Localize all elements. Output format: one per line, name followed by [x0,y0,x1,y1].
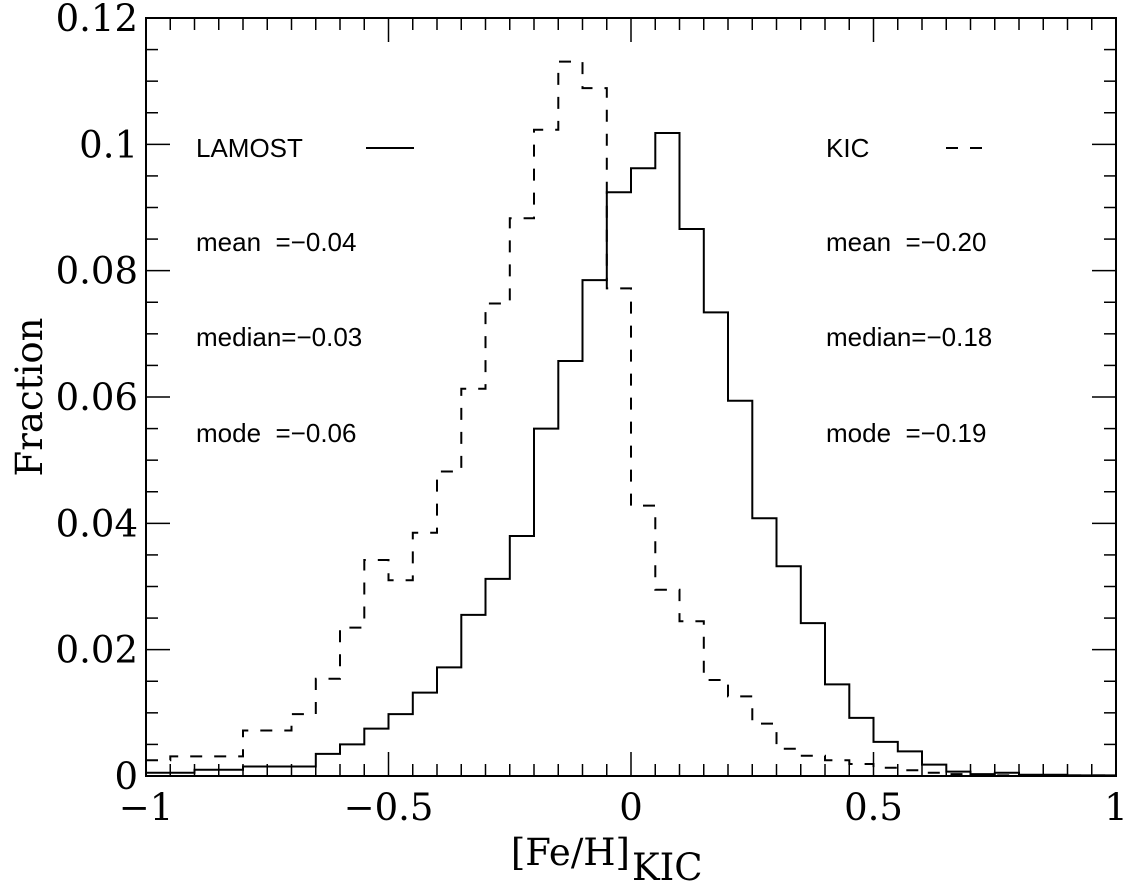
y-tick-label: 0.12 [56,0,138,40]
x-axis-title: [Fe/H] [511,831,630,874]
lamost-median-text: median=−0.03 [196,322,362,352]
y-tick-label: 0.08 [56,250,138,293]
x-tick-label: −0.5 [344,786,434,829]
y-tick-label: 0 [114,755,138,798]
series-line-lamost [146,132,1116,777]
lamost-mean-text: mean =−0.04 [196,227,356,257]
y-tick-labels: 0 0.02 0.04 0.06 0.08 0.1 0.12 [56,0,138,798]
y-tick-label: 0.04 [56,502,138,545]
legend-kic: KIC mean =−0.20 median=−0.18 mode =−0.19 [826,133,994,448]
kic-median-text: median=−0.18 [826,322,992,352]
y-tick-label: 0.02 [56,629,138,672]
x-tick-label: 1 [1104,786,1126,829]
lamost-mode-text: mode =−0.06 [196,418,356,448]
kic-mean-text: mean =−0.20 [826,227,986,257]
y-axis-title: Fraction [8,318,51,477]
axis-ticks [145,17,1117,777]
y-tick-label: 0.06 [56,376,138,419]
x-axis-title-subscript: KIC [632,846,703,888]
y-tick-label: 0.1 [79,123,138,166]
x-tick-label: 0 [619,786,643,829]
legend-lamost-label: LAMOST [196,133,303,163]
x-tick-label: 0.5 [844,786,903,829]
legend-kic-label: KIC [826,133,869,163]
legend-lamost: LAMOST mean =−0.04 median=−0.03 mode =−0… [196,133,414,448]
series-layer [146,60,1116,777]
series-line-kic [146,60,1116,777]
kic-mode-text: mode =−0.19 [826,418,986,448]
plot-frame [145,17,1117,777]
x-tick-labels: −1 −0.5 0 0.5 1 [119,786,1126,829]
x-tick-label: −1 [119,786,174,829]
